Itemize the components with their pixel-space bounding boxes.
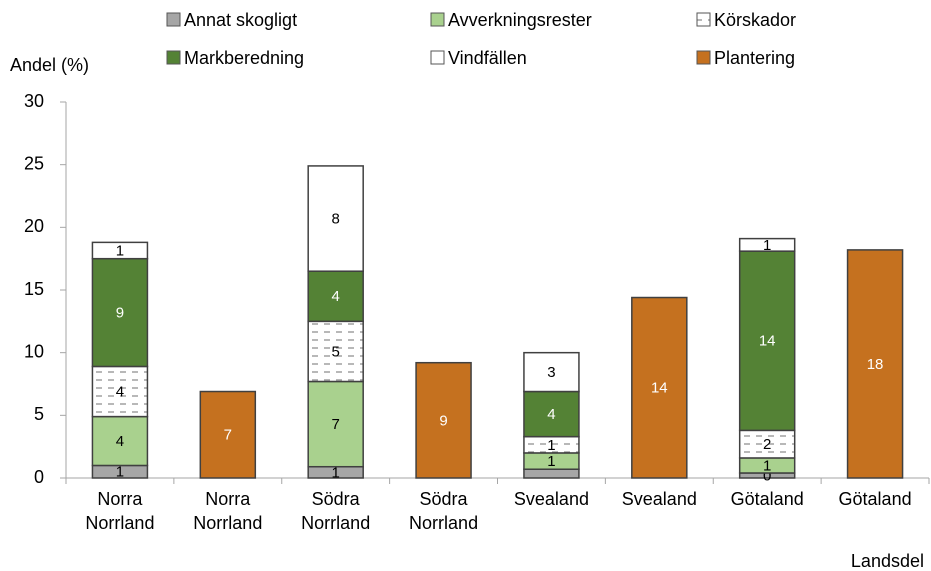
- x-tick-line: Norra: [205, 489, 251, 509]
- bar-segment: [523, 351, 580, 393]
- x-tick-line: Södra: [312, 489, 361, 509]
- y-tick-label: 25: [24, 153, 44, 173]
- bar-segment: [91, 241, 149, 260]
- y-tick-label: 20: [24, 216, 44, 236]
- legend-label: Avverkningsrester: [448, 10, 592, 30]
- data-label: 1: [763, 237, 771, 254]
- data-label: 14: [759, 333, 776, 350]
- data-label: 1: [547, 437, 555, 454]
- x-tick-label: Svealand: [514, 489, 589, 509]
- data-label: 1: [332, 464, 340, 481]
- data-label: 14: [651, 380, 668, 397]
- x-tick-line: Södra: [420, 489, 469, 509]
- legend-swatch: [430, 12, 445, 27]
- x-tick-line: Svealand: [622, 489, 697, 509]
- x-tick-line: Norrland: [193, 513, 262, 533]
- legend-label: Annat skogligt: [184, 10, 297, 30]
- legend-label: Markberedning: [184, 48, 304, 68]
- x-tick-label: Svealand: [622, 489, 697, 509]
- x-axis-label: Landsdel: [851, 551, 924, 571]
- y-tick-label: 5: [34, 404, 44, 424]
- x-tick-line: Norrland: [301, 513, 370, 533]
- legend-swatch: [166, 50, 181, 65]
- data-label: 0: [763, 467, 771, 484]
- data-label: 5: [332, 343, 340, 360]
- y-axis-label: Andel (%): [10, 55, 89, 75]
- legend-swatch: [166, 12, 181, 27]
- bar-segment: [631, 296, 688, 479]
- data-label: 7: [332, 416, 340, 433]
- data-label: 1: [763, 457, 771, 474]
- bar-segment: [307, 165, 364, 272]
- y-tick-label: 30: [24, 91, 44, 111]
- data-label: 2: [763, 436, 771, 453]
- bar-segment: [91, 365, 149, 418]
- bar-segment: [738, 250, 796, 432]
- data-label: 4: [547, 406, 555, 423]
- y-tick-label: 15: [24, 279, 44, 299]
- data-label: 3: [547, 364, 555, 381]
- x-tick-label: Södra Norrland: [301, 489, 370, 533]
- data-label: 9: [439, 412, 447, 429]
- x-tick-line: Götaland: [839, 489, 912, 509]
- data-label: 7: [224, 427, 232, 444]
- bar-segment: [523, 468, 580, 479]
- x-tick-label: Götaland: [839, 489, 912, 509]
- x-tick-line: Götaland: [731, 489, 804, 509]
- bar-segment: [307, 380, 364, 468]
- x-tick-label: Södra Norrland: [409, 489, 478, 533]
- data-label: 4: [332, 288, 340, 305]
- data-label: 4: [116, 383, 124, 400]
- legend-label: Körskador: [714, 10, 796, 30]
- bar-segment: [523, 390, 580, 438]
- data-label: 4: [116, 433, 124, 450]
- y-tick-label: 0: [34, 467, 44, 487]
- legend-swatch: [696, 12, 711, 27]
- x-tick-line: Norra: [97, 489, 143, 509]
- x-tick-label: Norra Norrland: [85, 489, 154, 533]
- legend-swatch: [696, 50, 711, 65]
- x-tick-label: Norra Norrland: [193, 489, 262, 533]
- data-label: 1: [547, 453, 555, 470]
- bar-segment: [415, 361, 472, 479]
- data-label: 1: [116, 242, 124, 259]
- data-label: 18: [867, 356, 884, 373]
- legend-label: Plantering: [714, 48, 795, 68]
- y-tick-label: 10: [24, 341, 44, 361]
- data-label: 8: [332, 211, 340, 228]
- legend-swatch: [430, 50, 445, 65]
- bar-segment: [846, 249, 904, 479]
- bar-segment: [307, 320, 364, 383]
- x-tick-line: Norrland: [409, 513, 478, 533]
- x-tick-label: Götaland: [731, 489, 804, 509]
- x-tick-line: Norrland: [85, 513, 154, 533]
- legend-label: Vindfällen: [448, 48, 527, 68]
- bar-segment: [738, 237, 796, 252]
- data-label: 9: [116, 305, 124, 322]
- x-tick-line: Svealand: [514, 489, 589, 509]
- bar-segment: [307, 270, 364, 323]
- data-label: 1: [116, 464, 124, 481]
- bar-segment: [199, 390, 257, 479]
- bar-segment: [738, 429, 796, 459]
